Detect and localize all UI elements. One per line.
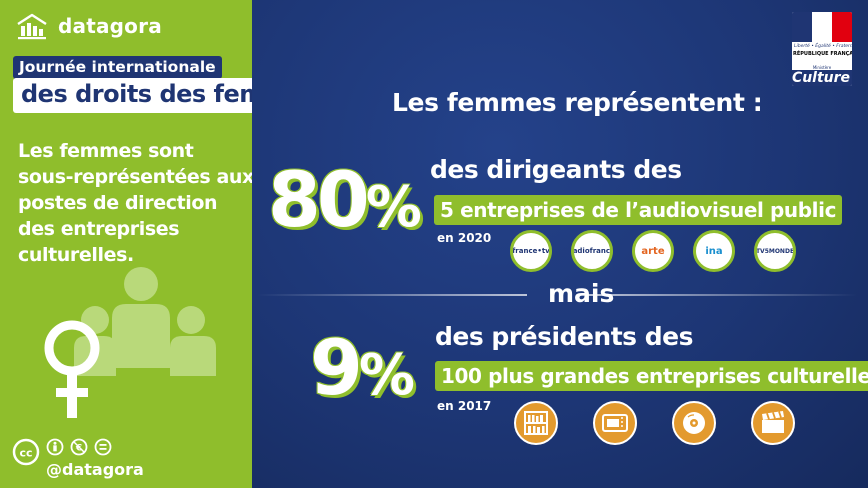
no-derivatives-icon [94,438,112,456]
bookshelf-icon [514,401,558,445]
french-flag-icon [792,12,852,42]
ticket-icon [593,401,637,445]
broadcaster-logos: france•tv radiofrance arte ina TV5MONDE [510,230,796,272]
brand: datagora [16,12,162,40]
disc-icon [672,401,716,445]
women-figures-illustration [44,267,216,418]
divider-right [587,294,857,296]
non-commercial-icon: € [70,438,88,456]
stat1-year: en 2020 [437,231,492,245]
ina-logo: ina [693,230,735,272]
female-symbol-icon [44,320,100,418]
clapperboard-icon [751,401,795,445]
arte-logo: arte [632,230,674,272]
tv5monde-logo: TV5MONDE [754,230,796,272]
stat2-label: des présidents des [435,322,693,351]
svg-text:cc: cc [19,447,32,460]
logo-republic: RÉPUBLIQUE FRANÇAISE [793,51,852,57]
svg-text:€: € [75,444,82,454]
logo-motto: Liberté • Égalité • Fraternité [794,44,852,49]
francetv-logo: france•tv [510,230,552,272]
license-icons: cc € [12,438,112,466]
logo-ministere: Ministère [812,65,832,70]
attribution-icon [46,438,64,456]
stat1-value: 80% [268,155,422,244]
stat1-highlight: 5 entreprises de l’audiovisuel public [434,195,843,225]
stat2-value: 9% [310,323,415,412]
radiofrance-logo: radiofrance [571,230,613,272]
stat2-highlight: 100 plus grandes entreprises culturelles [435,361,868,391]
left-panel: datagora Journée internationale des droi… [0,0,252,488]
brand-name: datagora [58,14,162,38]
stat1-label: des dirigeants des [430,155,682,184]
right-panel: Liberté • Égalité • Fraternité RÉPUBLIQU… [252,0,868,488]
ministry-culture-logo: Liberté • Égalité • Fraternité RÉPUBLIQU… [792,12,852,86]
bar-chart-icon [17,13,47,40]
headline: Les femmes représentent : [392,88,763,117]
lead-text: Les femmes sont sous-représentées aux po… [18,140,252,266]
logo-culture: Culture [792,70,852,86]
stat2-year: en 2017 [437,399,492,413]
twitter-handle[interactable]: @datagora [46,460,144,479]
cc-icon: cc [12,438,40,466]
separator-text: mais [548,279,615,308]
culture-sector-icons [514,401,795,445]
event-tag-line1: Journée internationale [13,56,222,79]
event-tag-line2: des droits des femmes [13,78,252,113]
divider-left [257,294,527,296]
